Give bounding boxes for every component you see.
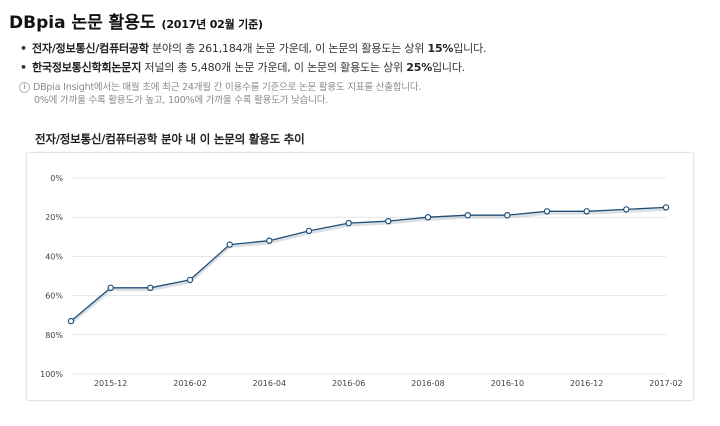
summary-journal-value: 25% (406, 61, 433, 74)
summary-field-value: 15% (427, 42, 454, 55)
summary-list: • 전자/정보통신/컴퓨터공학 분야의 총 261,184개 논문 가운데, 이 … (20, 40, 487, 78)
x-tick-label: 2016-10 (491, 379, 524, 388)
usage-trend-chart: 0% 20% 40% 60% 80% 100% 2015-12 2016-02 2016-04 2… (40, 174, 683, 388)
chart-section-title: 전자/정보통신/컴퓨터공학 분야 내 이 논문의 활용도 추이 (35, 132, 305, 146)
data-point (186, 276, 194, 284)
info-note: i DBpia Insight에서는 매월 초에 최근 24개월 간 이용수를 기… (19, 81, 421, 107)
y-tick-label: 0% (50, 174, 63, 183)
x-tick-label: 2017-02 (649, 379, 682, 388)
summary-field-suffix: 입니다. (453, 42, 487, 55)
x-tick-label: 2015-12 (94, 379, 127, 388)
info-note-text-2: 0%에 가까울 수록 활용도가 높고, 100%에 가까울 수록 활용도가 낮습… (34, 95, 329, 106)
data-point (543, 208, 551, 215)
data-point (583, 208, 590, 215)
y-tick-label: 60% (45, 292, 63, 301)
summary-item-journal: • 한국정보통신학회논문지 저널의 총 5,480개 논문 가운데, 이 논문의 … (20, 59, 486, 76)
series-line (70, 206, 667, 322)
data-point (345, 219, 352, 227)
info-icon: i (19, 82, 30, 93)
data-point (464, 212, 471, 219)
data-point (662, 204, 670, 211)
x-tick-label: 2016-08 (411, 379, 444, 388)
data-point (385, 217, 392, 225)
summary-journal-text: 저널의 총 5,480개 논문 가운데, 이 논문의 활용도는 상위 (141, 61, 407, 74)
bullet-icon: • (20, 42, 27, 55)
data-point (424, 213, 432, 221)
page-title: DBpia 논문 활용도 (2017년 02월 기준) (9, 8, 263, 33)
summary-field-label: 전자/정보통신/컴퓨터공학 (32, 42, 149, 55)
y-tick-label: 20% (45, 213, 63, 222)
y-tick-label: 40% (45, 252, 63, 261)
summary-field-text: 분야의 총 261,184개 논문 가운데, 이 논문의 활용도는 상위 (148, 42, 428, 55)
x-tick-label: 2016-02 (173, 379, 206, 388)
data-point (623, 206, 630, 213)
y-tick-label: 100% (40, 370, 63, 379)
data-point (305, 227, 313, 235)
data-point (67, 317, 75, 325)
data-point (266, 237, 273, 244)
page-subtitle: (2017년 02월 기준) (161, 18, 264, 31)
x-tick-label: 2016-12 (570, 379, 603, 388)
summary-item-field: • 전자/정보통신/컴퓨터공학 분야의 총 261,184개 논문 가운데, 이 … (20, 40, 487, 57)
y-tick-label: 80% (45, 331, 63, 340)
x-tick-label: 2016-04 (253, 379, 286, 388)
page-title-text: DBpia 논문 활용도 (9, 13, 156, 33)
x-tick-label: 2016-06 (332, 379, 365, 388)
series-line-shadow (70, 207, 667, 325)
summary-journal-label: 한국정보통신학회논문지 (32, 61, 142, 74)
data-point (147, 284, 154, 291)
summary-journal-suffix: 입니다. (432, 61, 466, 74)
bullet-icon: • (20, 61, 27, 74)
info-note-text-1: DBpia Insight에서는 매월 초에 최근 24개월 간 이용수를 기준… (33, 82, 422, 93)
data-point (504, 212, 511, 219)
info-note-line-1: i DBpia Insight에서는 매월 초에 최근 24개월 간 이용수를 기… (19, 81, 421, 94)
chart-container: 0% 20% 40% 60% 80% 100% 2015-12 2016-02 2016-04 2… (26, 152, 694, 401)
data-point (226, 241, 233, 248)
data-point (107, 284, 114, 291)
